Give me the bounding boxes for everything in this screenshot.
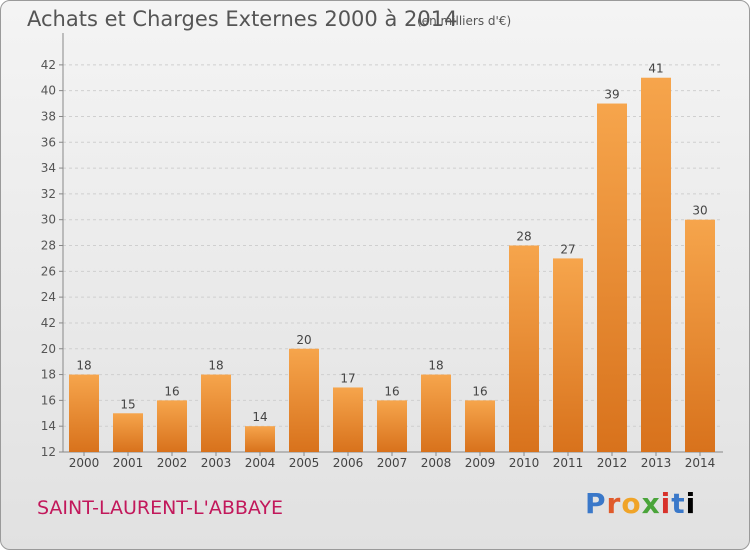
x-tick-label: 2010	[509, 456, 540, 470]
x-tick-label: 2012	[597, 456, 628, 470]
y-tick-label: 14	[41, 419, 56, 433]
y-tick-label: 42	[41, 316, 56, 330]
y-tick-label: 38	[41, 109, 56, 123]
bar	[421, 374, 451, 452]
bar-value-label: 39	[604, 88, 619, 102]
y-tick-label: 36	[41, 135, 56, 149]
bar-value-label: 16	[472, 384, 487, 398]
y-tick-label: 16	[41, 393, 56, 407]
chart-title: Achats et Charges Externes 2000 à 2014	[27, 7, 458, 31]
y-tick-label: 28	[41, 239, 56, 253]
bar	[685, 219, 715, 452]
bar-value-label: 18	[76, 359, 91, 373]
proxiti-logo: Proxiti	[585, 487, 697, 520]
x-tick-label: 2013	[641, 456, 672, 470]
y-tick-label: 20	[41, 342, 56, 356]
chart-subtitle: (en milliers d'€)	[417, 14, 512, 28]
y-tick-label: 18	[41, 368, 56, 382]
x-tick-label: 2009	[465, 456, 496, 470]
bar-value-label: 14	[252, 410, 267, 424]
bar-value-label: 15	[120, 397, 135, 411]
bar-value-label: 20	[296, 333, 311, 347]
bar	[69, 374, 99, 452]
bar	[113, 413, 143, 452]
bar-value-label: 16	[164, 384, 179, 398]
bar-value-label: 27	[560, 242, 575, 256]
bar-value-label: 18	[208, 359, 223, 373]
bar	[245, 426, 275, 452]
bar	[377, 400, 407, 452]
bar	[289, 348, 319, 452]
bar	[465, 400, 495, 452]
y-tick-label: 32	[41, 187, 56, 201]
x-tick-label: 2011	[553, 456, 584, 470]
x-tick-label: 2001	[113, 456, 144, 470]
y-tick-label: 42	[41, 58, 56, 72]
bar	[333, 387, 363, 452]
x-tick-label: 2000	[69, 456, 100, 470]
x-tick-label: 2008	[421, 456, 452, 470]
bar-value-label: 30	[692, 204, 707, 218]
bar-value-label: 16	[384, 384, 399, 398]
y-tick-label: 24	[41, 290, 56, 304]
y-tick-label: 26	[41, 264, 56, 278]
bar-value-label: 41	[648, 62, 663, 76]
y-tick-label: 34	[41, 161, 56, 175]
x-tick-label: 2003	[201, 456, 232, 470]
bar	[509, 245, 539, 452]
x-tick-label: 2002	[157, 456, 188, 470]
x-tick-label: 2004	[245, 456, 276, 470]
y-tick-label: 40	[41, 84, 56, 98]
bar-value-label: 17	[340, 371, 355, 385]
bar-value-label: 28	[516, 230, 531, 244]
bar	[553, 258, 583, 452]
x-tick-label: 2005	[289, 456, 320, 470]
x-tick-label: 2014	[685, 456, 716, 470]
x-tick-label: 2006	[333, 456, 364, 470]
x-tick-label: 2007	[377, 456, 408, 470]
commune-name: SAINT-LAURENT-L'ABBAYE	[37, 497, 284, 519]
bar	[641, 77, 671, 452]
bar	[597, 103, 627, 452]
bar-value-label: 18	[428, 359, 443, 373]
y-tick-label: 30	[41, 213, 56, 227]
y-tick-label: 12	[41, 445, 56, 459]
bar	[201, 374, 231, 452]
bar	[157, 400, 187, 452]
